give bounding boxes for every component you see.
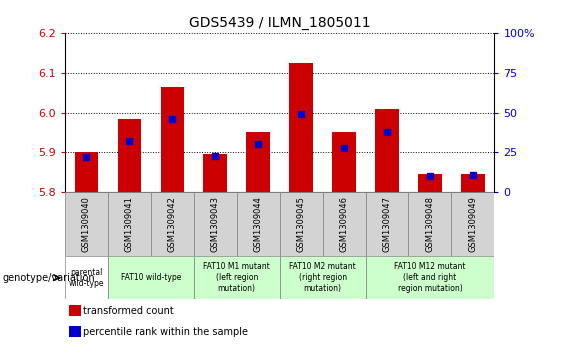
Bar [65,256,108,299]
Bar [366,192,408,256]
Bar [289,62,313,192]
Text: GSM1309048: GSM1309048 [425,196,434,252]
Text: GSM1309046: GSM1309046 [340,196,349,252]
Text: GSM1309043: GSM1309043 [211,196,220,252]
Bar [237,192,280,256]
Text: GSM1309049: GSM1309049 [468,196,477,252]
Bar [151,192,194,256]
Text: GSM1309042: GSM1309042 [168,196,177,252]
Text: FAT10 M12 mutant
(left and right
region mutation): FAT10 M12 mutant (left and right region … [394,262,466,293]
Bar [280,256,366,299]
Text: genotype/variation: genotype/variation [3,273,95,283]
Bar [69,305,81,317]
Bar [375,109,399,192]
Bar [461,174,485,192]
Text: GSM1309045: GSM1309045 [297,196,306,252]
Title: GDS5439 / ILMN_1805011: GDS5439 / ILMN_1805011 [189,16,371,30]
Bar [203,154,227,192]
Text: GSM1309040: GSM1309040 [82,196,91,252]
Bar [108,192,151,256]
Bar [366,256,494,299]
Text: FAT10 M1 mutant
(left region
mutation): FAT10 M1 mutant (left region mutation) [203,262,270,293]
Text: transformed count: transformed count [83,306,174,316]
Bar [75,152,98,192]
Bar [246,132,270,192]
Bar [408,192,451,256]
Text: FAT10 wild-type: FAT10 wild-type [121,273,181,282]
Bar [108,256,194,299]
Bar [65,192,108,256]
Bar [160,86,184,192]
Bar [194,256,280,299]
Bar [418,174,442,192]
Bar [280,192,323,256]
Bar [323,192,366,256]
Text: GSM1309047: GSM1309047 [383,196,392,252]
Bar [69,326,81,337]
Bar [332,132,356,192]
Text: percentile rank within the sample: percentile rank within the sample [83,327,248,337]
Bar [194,192,237,256]
Text: parental
wild-type: parental wild-type [69,268,104,288]
Text: GSM1309044: GSM1309044 [254,196,263,252]
Bar [118,118,141,192]
Text: FAT10 M2 mutant
(right region
mutation): FAT10 M2 mutant (right region mutation) [289,262,356,293]
Text: GSM1309041: GSM1309041 [125,196,134,252]
Bar [451,192,494,256]
